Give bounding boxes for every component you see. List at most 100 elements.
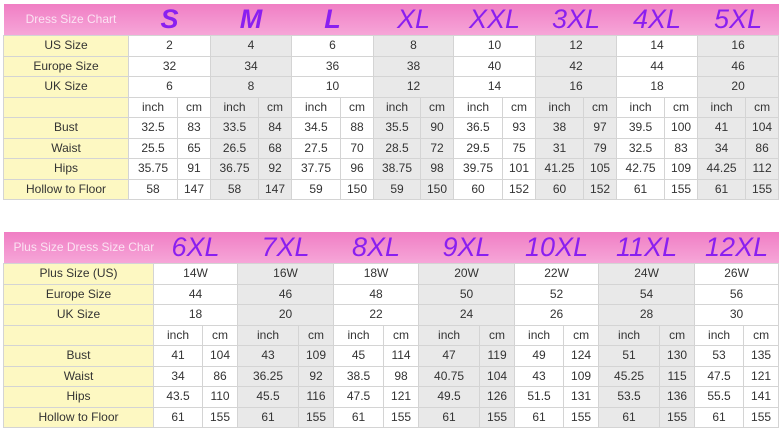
size-row: UK Size 18 20 22 24 26 28 30 (3, 304, 780, 326)
value-cm: 155 (745, 178, 780, 200)
value-cm: 72 (420, 137, 455, 159)
row-label: Hollow to Floor (3, 178, 129, 200)
size-value: 48 (333, 283, 420, 305)
unit-inch: inch (697, 96, 747, 118)
row-label: Bust (3, 345, 154, 367)
size-value: 8 (373, 35, 455, 57)
size-label-3xl: 3XL (535, 4, 617, 36)
size-value: 10 (453, 35, 537, 57)
unit-inch: inch (210, 96, 260, 118)
value-inch: 33.5 (210, 117, 260, 139)
value-inch: 58 (210, 178, 260, 200)
value-inch: 49.5 (418, 386, 481, 408)
row-label: Hips (3, 158, 129, 180)
row-label: UK Size (3, 304, 154, 326)
unit-cm: cm (479, 324, 516, 346)
unit-inch: inch (535, 96, 585, 118)
measurement-row: Hollow to Floor 61 155 61 155 61 155 61 155 61 155… (3, 406, 780, 428)
value-cm: 110 (201, 386, 239, 408)
unit-cm: cm (502, 96, 537, 118)
size-label-12xl: 12XL (694, 232, 779, 264)
size-value: 12 (535, 35, 618, 57)
size-value: 50 (418, 283, 516, 305)
size-value: 26W (694, 263, 780, 285)
value-inch: 36.5 (453, 117, 504, 139)
row-label-empty (3, 96, 129, 118)
row-label: Hollow to Floor (3, 406, 154, 428)
size-label-xxl: XXL (453, 4, 536, 36)
size-value: 36 (291, 55, 375, 77)
value-cm: 126 (479, 386, 516, 408)
value-inch: 40.75 (418, 365, 481, 387)
value-inch: 55.5 (694, 386, 745, 408)
value-cm: 147 (258, 178, 293, 200)
size-value: 6 (127, 76, 212, 98)
value-cm: 86 (201, 365, 239, 387)
unit-cm: cm (745, 96, 780, 118)
value-inch: 26.5 (210, 137, 260, 159)
value-cm: 96 (340, 158, 375, 180)
value-inch: 44.25 (697, 158, 747, 180)
row-label: Hips (3, 386, 154, 408)
row-label: Europe Size (3, 283, 154, 305)
value-cm: 121 (383, 386, 420, 408)
size-value: 46 (697, 55, 780, 77)
size-value: 24W (598, 263, 696, 285)
value-inch: 37.75 (291, 158, 342, 180)
size-label-11xl: 11XL (598, 232, 695, 264)
size-value: 26 (514, 304, 600, 326)
value-cm: 91 (176, 158, 212, 180)
size-label-4xl: 4XL (616, 4, 698, 36)
unit-cm: cm (340, 96, 375, 118)
value-inch: 38 (535, 117, 585, 139)
value-inch: 25.5 (128, 137, 178, 159)
size-value: 56 (694, 283, 780, 305)
value-cm: 90 (420, 117, 455, 139)
size-value: 30 (694, 304, 780, 326)
value-cm: 155 (659, 406, 696, 428)
value-inch: 45.25 (598, 365, 661, 387)
size-label-9xl: 9XL (418, 232, 515, 264)
unit-cm: cm (743, 324, 780, 346)
value-cm: 105 (583, 158, 618, 180)
value-inch: 43 (237, 345, 300, 367)
value-cm: 124 (563, 345, 600, 367)
value-cm: 86 (745, 137, 780, 159)
value-cm: 65 (176, 137, 212, 159)
measurement-row: Waist 34 86 36.25 92 38.5 98 40.75 104 43 109 45.25… (3, 365, 780, 387)
unit-cm: cm (201, 324, 239, 346)
value-cm: 155 (201, 406, 239, 428)
unit-inch: inch (598, 324, 661, 346)
value-cm: 119 (479, 345, 516, 367)
size-label-xl: XL (373, 4, 454, 36)
size-value: 28 (598, 304, 696, 326)
value-cm: 88 (340, 117, 375, 139)
value-inch: 51 (598, 345, 661, 367)
measurement-row: Waist 25.5 65 26.5 68 27.5 70 28.5 72 29.5 75 31 79 3… (3, 137, 780, 159)
value-cm: 155 (479, 406, 516, 428)
value-inch: 35.75 (128, 158, 178, 180)
size-row: Plus Size (US) 14W 16W 18W 20W 22W 24W 26W (3, 263, 780, 285)
value-inch: 29.5 (453, 137, 504, 159)
row-label-empty (3, 324, 154, 346)
value-cm: 104 (201, 345, 239, 367)
size-label-6xl: 6XL (153, 232, 238, 264)
size-value: 16 (535, 76, 618, 98)
unit-inch: inch (373, 96, 422, 118)
unit-inch: inch (291, 96, 342, 118)
size-value: 44 (616, 55, 699, 77)
size-value: 14 (453, 76, 537, 98)
units-row: inch cm inch cm inch cm inch cm inch cm inch cm inch… (3, 324, 780, 346)
size-value: 20 (697, 76, 780, 98)
value-inch: 43.5 (153, 386, 203, 408)
value-inch: 61 (153, 406, 203, 428)
value-inch: 41.25 (535, 158, 585, 180)
value-cm: 115 (659, 365, 696, 387)
value-cm: 155 (383, 406, 420, 428)
value-cm: 121 (743, 365, 780, 387)
measurement-row: Bust 41 104 43 109 45 114 47 119 49 124 51 130 53 135 (3, 345, 780, 367)
size-value: 4 (210, 35, 293, 57)
plus-size-dress-size-chart: Plus Size Dress Size Chart 6XL 7XL 8XL 9XL 10… (3, 232, 780, 428)
size-row: Europe Size 32 34 36 38 40 42 44 46 (3, 55, 780, 77)
row-label: Plus Size (US) (3, 263, 154, 285)
